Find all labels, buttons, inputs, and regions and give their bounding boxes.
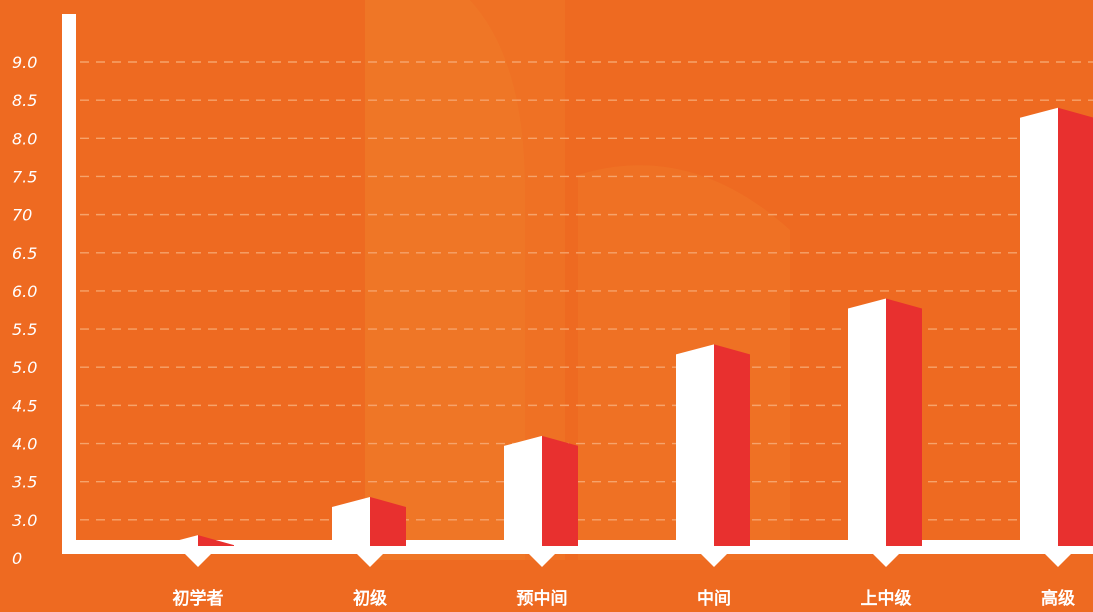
bar [676,344,750,567]
x-axis-notch [1044,553,1072,567]
x-axis-notch [700,553,728,567]
axes [62,14,1093,554]
bars [160,107,1093,567]
bar [504,435,578,567]
x-tick-label: 高级 [1041,588,1075,609]
bar [160,535,234,567]
bar-side-face [886,298,922,546]
y-tick-label: 4.5 [12,396,37,415]
y-tick-label: 7.5 [12,167,37,186]
bar-side-face [542,435,578,546]
y-tick-label: 8.0 [12,129,37,148]
x-tick-label: 初级 [353,588,387,609]
bar-front-face [160,535,198,546]
bar [1020,107,1093,567]
y-tick-label: 0 [12,549,22,568]
bar-side-face [1058,107,1093,546]
bar-front-face [332,496,370,546]
y-tick-label: 6.5 [12,244,37,263]
x-tick-label: 预中间 [517,588,568,609]
y-tick-label: 4.0 [12,435,37,454]
x-tick-label: 上中级 [861,588,912,609]
bar [848,298,922,567]
x-axis-notch [872,553,900,567]
x-tick-label: 初学者 [173,588,224,609]
bar [332,496,406,567]
bar-side-face [198,535,234,546]
x-tick-labels: 初学者 初级 预中间 中间 上中级 高级 [173,588,1076,609]
x-axis-notch [184,553,212,567]
y-tick-label: 70 [12,206,32,225]
y-tick-label: 8.5 [12,91,37,110]
bar-front-face [848,298,886,546]
y-tick-label: 3.0 [12,511,37,530]
y-tick-label: 3.5 [12,473,37,492]
bar-front-face [504,435,542,546]
y-tick-label: 9.0 [12,53,37,72]
bar-side-face [714,344,750,546]
y-axis [62,14,76,554]
bar-side-face [370,496,406,546]
y-tick-label: 5.0 [12,358,37,377]
y-tick-label: 5.5 [12,320,37,339]
watermark-curve [365,0,525,560]
x-axis [62,540,1093,554]
x-axis-notch [528,553,556,567]
bar-front-face [1020,107,1058,547]
gridlines [80,61,1093,521]
bar-front-face [676,344,714,546]
x-tick-label: 中间 [697,588,731,609]
x-axis-notch [356,553,384,567]
y-tick-label: 6.0 [12,282,37,301]
y-tick-labels: 0 3.0 3.5 4.0 4.5 5.0 5.5 6.0 6.5 70 7.5 8.0 8.5 9.0 [12,53,37,568]
